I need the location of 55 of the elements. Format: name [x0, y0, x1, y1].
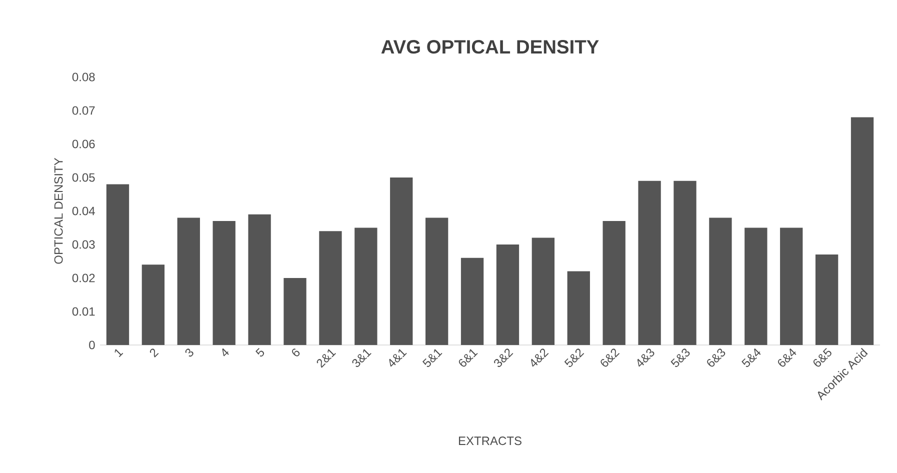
x-tick-label: 6&5 — [813, 348, 832, 367]
x-tick-label: 5&4 — [742, 348, 761, 367]
x-axis-title: EXTRACTS — [458, 436, 522, 446]
bar — [248, 214, 271, 345]
y-tick-label: 0.08 — [72, 72, 95, 82]
x-tick-label: 2 — [150, 348, 159, 358]
x-tick-label: 5 — [256, 348, 264, 357]
y-tick-label: 0.01 — [72, 307, 95, 316]
bar — [496, 244, 520, 345]
x-tick-label: 4&2 — [531, 348, 549, 367]
bar — [674, 180, 696, 345]
bar — [177, 218, 200, 345]
bar — [460, 258, 484, 345]
bar — [284, 278, 306, 345]
bar — [106, 184, 130, 345]
x-tick-label: 6&1 — [458, 349, 478, 367]
y-tick-label: 0.03 — [72, 240, 95, 249]
x-tick-label: 3&1 — [352, 349, 372, 368]
x-tick-label: 5&2 — [564, 348, 584, 368]
x-tick-label: 4 — [222, 348, 229, 356]
bar — [319, 231, 342, 345]
y-tick-label: 0.07 — [72, 106, 95, 115]
x-tick-label: 6&3 — [707, 348, 726, 367]
x-tick-label: 4&3 — [637, 348, 654, 367]
y-axis-title: OPTICAL DENSITY — [54, 158, 63, 264]
x-tick-label: 6 — [292, 348, 300, 356]
bar — [602, 221, 626, 345]
x-tick-label: 3 — [185, 348, 194, 357]
chart-title: AVG OPTICAL DENSITY — [381, 40, 599, 54]
bar — [567, 271, 590, 345]
x-tick-label: 5&3 — [670, 348, 690, 368]
y-tick-label: 0.06 — [72, 140, 95, 148]
y-tick-label: 0.05 — [72, 173, 95, 182]
y-tick-label: 0 — [89, 340, 95, 350]
x-tick-label: 3&2 — [494, 348, 514, 368]
x-tick-label: 6&2 — [600, 348, 620, 367]
bar — [390, 178, 413, 345]
x-tick-label: 2&1 — [316, 349, 336, 368]
bar — [780, 228, 803, 345]
bar — [532, 238, 555, 345]
x-tick-label: 6&4 — [778, 348, 796, 367]
bar — [638, 180, 661, 345]
x-tick-label: 4&1 — [389, 349, 407, 367]
y-tick-label: 0.02 — [72, 274, 95, 282]
bar — [425, 218, 448, 345]
x-tick-label: 1 — [114, 349, 124, 358]
bar — [354, 228, 378, 345]
bar — [709, 218, 732, 345]
x-tick-label: 5&1 — [422, 349, 442, 367]
bar — [142, 264, 165, 345]
y-tick-label: 0.04 — [72, 206, 95, 216]
bar — [850, 117, 874, 345]
bar — [815, 254, 838, 345]
bar — [744, 228, 768, 345]
bar — [212, 221, 236, 345]
